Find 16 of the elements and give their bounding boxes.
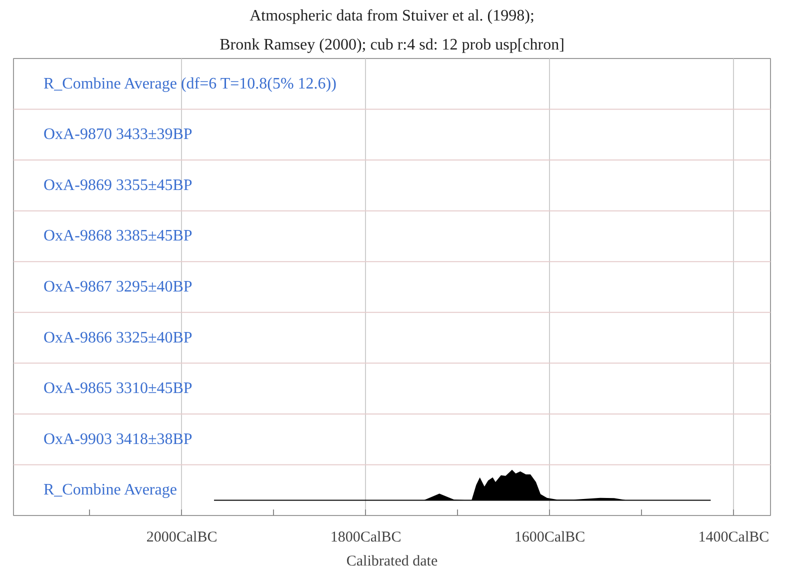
x-axis-title: Calibrated date (346, 554, 438, 570)
text: OxA-9870 3433±39BP (44, 126, 192, 144)
text: OxA-9867 3295±40BP (44, 278, 192, 296)
text: OxA-9868 3385±45BP (44, 228, 192, 245)
text: OxA-9869 3355±45BP (44, 176, 192, 194)
chart-subtitle: Bronk Ramsey (2000); cub r:4 sd: 12 prob usp[chron] (220, 36, 564, 54)
text: R_Combine Average (df=6 T=10.8(5% 12.6)) (44, 75, 336, 92)
text: OxA-9865 3310±45BP (44, 380, 192, 398)
annotation: R_Combine Average (44, 482, 177, 499)
x-tick-label: 1600CalBC (514, 530, 586, 546)
text: OxA-9866 3325±40BP (44, 329, 192, 346)
x-tick-label: 1800CalBC (330, 530, 402, 546)
text: OxA-9903 3418±38BP (44, 430, 192, 448)
x-tick-label: 1400CalBC (698, 530, 770, 546)
x-tick-label: 2000CalBC (146, 530, 218, 546)
chart-title: Atmospheric data from Stuiver et al. (1998); (250, 8, 534, 24)
